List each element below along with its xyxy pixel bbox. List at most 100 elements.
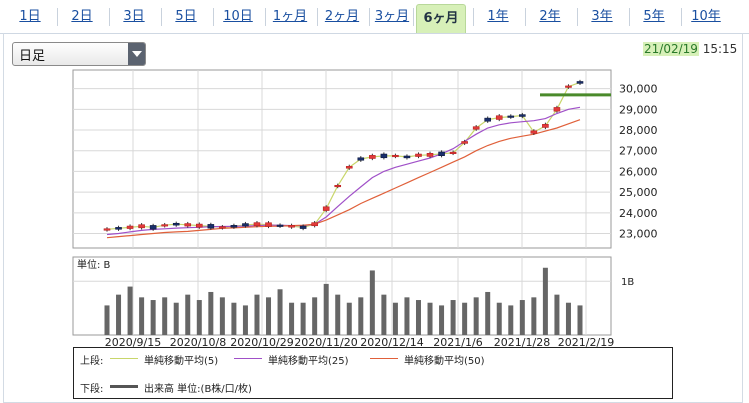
tab-8[interactable]: 6ヶ月 [416,4,466,33]
candle-up [345,166,353,169]
tab-separator [525,8,526,26]
tab-separator [161,8,162,26]
candle-up [184,223,192,227]
candle-down [357,157,365,161]
volume-bar [185,294,191,335]
volume-bar [242,305,248,335]
tab-separator [369,8,370,26]
volume-bar [335,294,341,335]
timestamp-time: 15:15 [702,42,738,56]
volume-bar [104,305,110,335]
volume-bar [473,297,479,335]
candle-down [172,222,180,226]
legend-swatch-sma25 [234,358,262,359]
volume-bar [173,302,179,335]
tab-10[interactable]: 2年 [539,9,561,24]
legend-upper-label: 上段: [80,356,104,367]
series-line-2 [106,119,581,239]
tab-12[interactable]: 5年 [643,9,665,24]
tab-4[interactable]: 10日 [223,9,253,24]
price-tick-label: 26,000 [619,165,658,178]
candle-down [207,224,215,229]
candle-up [126,225,134,229]
tab-separator [265,8,266,26]
tab-0[interactable]: 1日 [19,9,41,24]
x-tick-label: 2020/12/14 [360,336,423,349]
volume-bar [150,300,156,335]
tab-2[interactable]: 3日 [123,9,145,24]
tab-separator [109,8,110,26]
interval-select[interactable]: 日足 [12,42,146,66]
candle-up [542,124,549,128]
tab-3[interactable]: 5日 [175,9,197,24]
volume-bar [450,300,456,335]
price-tick-label: 30,000 [619,83,658,96]
tab-9[interactable]: 1年 [487,9,509,24]
x-tick-label: 2021/1/28 [494,336,550,349]
candle-up [161,224,168,227]
tab-separator [317,8,318,26]
volume-bar [312,297,318,335]
tab-5[interactable]: 1ヶ月 [272,9,308,24]
candle-up [461,141,468,144]
volume-bar [392,302,398,335]
volume-bar [519,300,525,335]
candle-down [484,117,492,122]
candle-down [242,223,249,227]
volume-bar [565,302,571,335]
candle-down [380,153,388,159]
volume-bar [266,297,272,335]
candle-up [495,115,503,120]
volume-bar [404,297,410,335]
tab-separator [57,8,58,26]
tab-13[interactable]: 10年 [691,9,721,24]
volume-bar [542,267,548,335]
candle-up [426,153,434,157]
volume-bar [415,300,421,335]
candle-up [219,226,226,229]
price-tick-label: 25,000 [619,186,658,199]
volume-bar [196,300,202,335]
tab-separator [577,8,578,26]
volume-bar [485,291,491,335]
candle-up [392,154,399,158]
tab-separator [629,8,630,26]
volume-bar [508,305,514,335]
volume-bar [116,294,122,335]
volume-bar [127,286,133,335]
volume-tick-label: 1B [621,277,634,288]
volume-bar [381,294,387,335]
candle-up [265,222,272,227]
candle-down [403,155,411,159]
candle-down [299,225,307,229]
candle-up [565,85,572,88]
tab-11[interactable]: 3年 [591,9,613,24]
candle-up [472,126,480,130]
candle-up [415,153,422,157]
price-tick-label: 24,000 [619,207,658,220]
legend-swatch-sma5 [110,358,138,359]
candle-down [507,115,515,118]
candle-down [276,224,284,227]
volume-bar [554,294,560,335]
legend-item-sma25: 単純移動平均(25) [268,356,349,367]
x-tick-label: 2021/1/6 [433,336,482,349]
volume-bar [231,302,237,335]
candle-up [530,130,538,134]
price-tick-label: 23,000 [619,228,658,241]
tab-6[interactable]: 2ヶ月 [324,9,360,24]
candle-up [553,107,561,112]
volume-bar [531,297,537,335]
chevron-down-icon[interactable] [128,43,145,65]
tab-7[interactable]: 3ヶ月 [374,9,410,24]
candle-up [253,222,261,227]
tab-1[interactable]: 2日 [71,9,93,24]
x-tick-label: 2020/10/8 [170,336,226,349]
volume-bar [139,297,145,335]
tab-separator [213,8,214,26]
volume-bar [277,289,283,335]
price-panel-frame [72,69,612,249]
volume-bar [358,297,364,335]
candle-up [322,206,330,211]
